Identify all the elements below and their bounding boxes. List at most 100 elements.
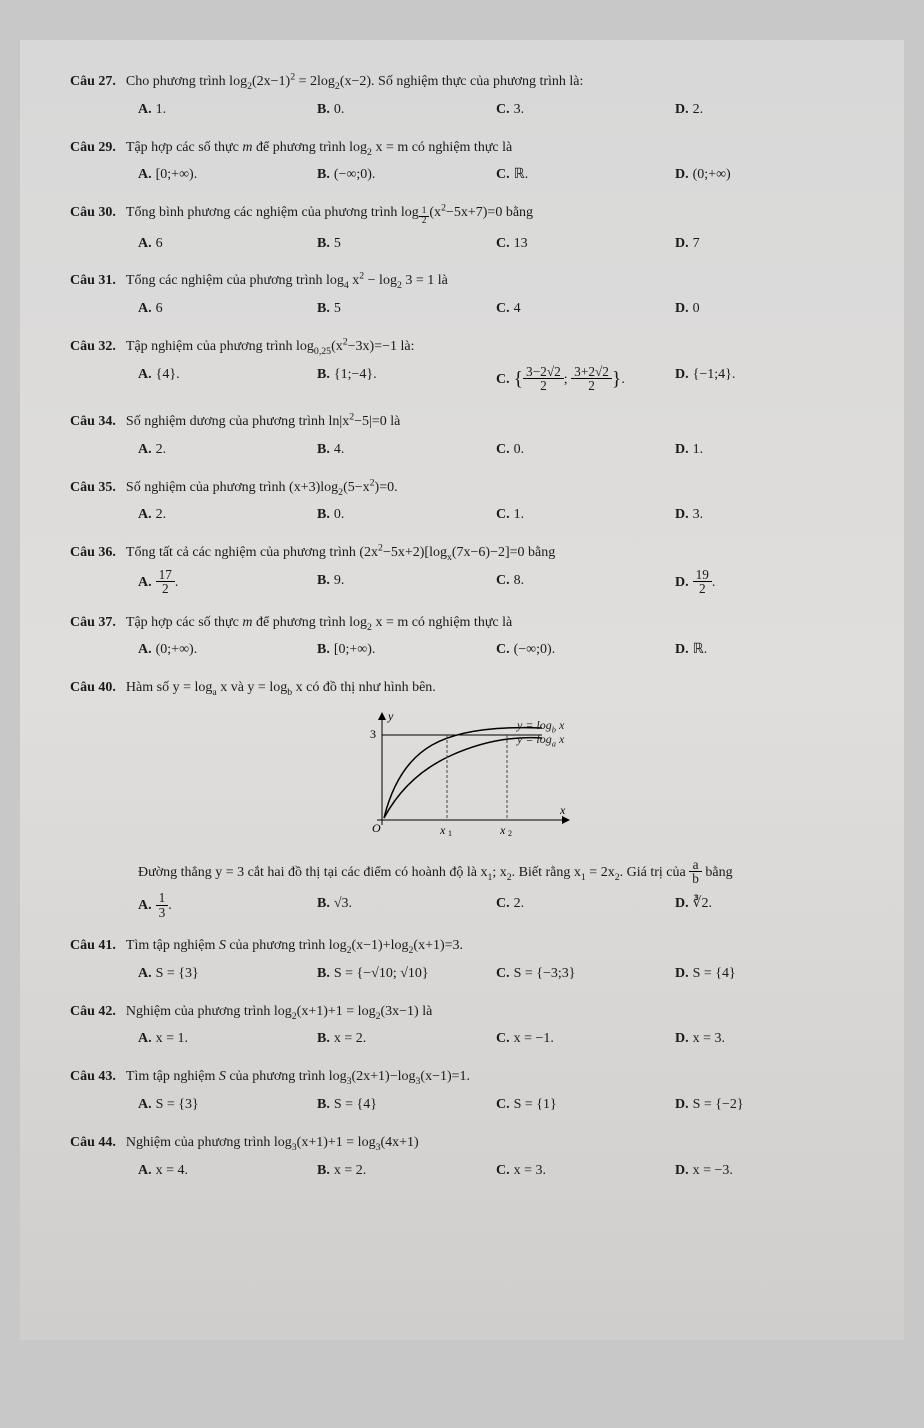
question-text: Cho phương trình log2(2x−1)2 = 2log2(x−2…	[126, 70, 854, 94]
q27: Câu 27.Cho phương trình log2(2x−1)2 = 2l…	[70, 70, 854, 122]
choice-label: C.	[496, 102, 510, 117]
q32: Câu 32.Tập nghiệm của phương trình log0,…	[70, 335, 854, 396]
choice-text: [0;+∞).	[156, 167, 198, 182]
choice-text: 192.	[693, 575, 716, 590]
choice-text: 8.	[514, 573, 525, 588]
choice-label: D.	[675, 1163, 689, 1178]
choice-text: 172.	[156, 575, 179, 590]
question-text: Tìm tập nghiệm S của phương trình log3(2…	[126, 1065, 854, 1089]
choice-d: D.S = {4}	[675, 962, 854, 986]
question-text: Tổng bình phương các nghiệm của phương t…	[126, 201, 854, 227]
choice-text: (0;+∞)	[693, 167, 731, 182]
svg-text:O: O	[372, 821, 381, 835]
choice-text: [0;+∞).	[334, 642, 376, 657]
q35: Câu 35.Số nghiệm của phương trình (x+3)l…	[70, 476, 854, 528]
choice-a: A.2.	[138, 503, 317, 527]
choice-text: 0.	[334, 507, 345, 522]
curve-labels: y = logb xy = loga x	[517, 718, 564, 747]
choice-label: B.	[317, 442, 330, 457]
svg-text:2: 2	[508, 829, 512, 838]
choice-c: C. 3.	[496, 98, 675, 122]
choice-text: 5	[334, 236, 341, 251]
choice-label: C.	[496, 1163, 510, 1178]
choice-b: B.0.	[317, 98, 496, 122]
question-text: Tổng tất cả các nghiệm của phương trình …	[126, 541, 854, 565]
choice-text: x = 1.	[156, 1031, 188, 1046]
question-label: Câu 34.	[70, 410, 116, 434]
question-text: Hàm số y = loga x và y = logb x có đồ th…	[126, 676, 854, 700]
choices-row: A.2.B.0.C.1.D.3.	[138, 503, 854, 527]
choice-label: A.	[138, 1031, 152, 1046]
choice-text: ℝ.	[514, 167, 529, 182]
question-label: Câu 44.	[70, 1131, 116, 1155]
svg-text:1: 1	[448, 829, 452, 838]
choice-label: A.	[138, 102, 152, 117]
question-head: Câu 37.Tập hợp các số thực m để phương t…	[70, 611, 854, 635]
choice-text: {3−2√22; 3+2√22}.	[514, 372, 625, 387]
choice-text: {−1;4}.	[693, 367, 736, 382]
question-subtext: Đường thẳng y = 3 cắt hai đồ thị tại các…	[138, 859, 854, 887]
question-text: Nghiệm của phương trình log2(x+1)+1 = lo…	[126, 1000, 854, 1024]
question-label: Câu 40.	[70, 676, 116, 700]
choice-label: B.	[317, 1163, 330, 1178]
choice-text: S = {3}	[156, 1097, 199, 1112]
choice-text: (−∞;0).	[334, 167, 376, 182]
choice-label: A.	[138, 898, 152, 913]
choice-text: x = 2.	[334, 1031, 366, 1046]
choice-b: B.S = {4}	[317, 1093, 496, 1117]
question-label: Câu 41.	[70, 934, 116, 958]
choice-d: D.ℝ.	[675, 638, 854, 662]
choice-text: 3.	[514, 102, 525, 117]
choice-text: 2.	[693, 102, 704, 117]
choice-b: B.9.	[317, 569, 496, 597]
choices-row: A.13.B.√3.C.2.D.∛2.	[138, 892, 854, 920]
choice-a: A.{4}.	[138, 363, 317, 396]
choice-text: 1.	[156, 102, 167, 117]
choice-label: D.	[675, 167, 689, 182]
choice-text: 6	[156, 301, 163, 316]
choices-row: A.x = 4.B.x = 2.C.x = 3.D.x = −3.	[138, 1159, 854, 1183]
choice-text: 2.	[156, 442, 167, 457]
choice-d: D.x = −3.	[675, 1159, 854, 1183]
choices-row: A.S = {3}B.S = {4}C.S = {1}D.S = {−2}	[138, 1093, 854, 1117]
choice-label: C.	[496, 507, 510, 522]
question-head: Câu 30.Tổng bình phương các nghiệm của p…	[70, 201, 854, 227]
choice-label: C.	[496, 896, 510, 911]
choice-text: ∛2.	[693, 896, 712, 911]
choice-label: D.	[675, 367, 689, 382]
choice-text: S = {−√10; √10}	[334, 966, 429, 981]
choice-a: A.6	[138, 297, 317, 321]
choices-row: A.[0;+∞).B.(−∞;0).C.ℝ.D.(0;+∞)	[138, 163, 854, 187]
choice-label: B.	[317, 301, 330, 316]
choice-text: 4	[514, 301, 521, 316]
choice-label: C.	[496, 966, 510, 981]
question-head: Câu 44.Nghiệm của phương trình log3(x+1)…	[70, 1131, 854, 1155]
choice-text: (0;+∞).	[156, 642, 198, 657]
question-label: Câu 35.	[70, 476, 116, 500]
choice-label: C.	[496, 1031, 510, 1046]
choice-a: A.6	[138, 232, 317, 256]
choice-text: S = {3}	[156, 966, 199, 981]
choice-b: B.x = 2.	[317, 1159, 496, 1183]
choice-label: B.	[317, 1097, 330, 1112]
q40: Câu 40. Hàm số y = loga x và y = logb x c…	[70, 676, 854, 920]
choices-row: A.6B.5C.13D.7	[138, 232, 854, 256]
choice-d: D.2.	[675, 98, 854, 122]
choice-label: C.	[496, 442, 510, 457]
question-label: Câu 43.	[70, 1065, 116, 1089]
choice-a: A.x = 4.	[138, 1159, 317, 1183]
q31: Câu 31.Tổng các nghiệm của phương trình …	[70, 269, 854, 321]
choice-label: A.	[138, 575, 152, 590]
choice-text: S = {1}	[514, 1097, 557, 1112]
question-head: Câu 35.Số nghiệm của phương trình (x+3)l…	[70, 476, 854, 500]
choice-text: S = {−3;3}	[514, 966, 576, 981]
choice-b: B.(−∞;0).	[317, 163, 496, 187]
choice-d: D.3.	[675, 503, 854, 527]
q41: Câu 41.Tìm tập nghiệm S của phương trình…	[70, 934, 854, 986]
choice-a: A. 172.	[138, 569, 317, 597]
choice-label: B.	[317, 966, 330, 981]
choice-text: 13.	[156, 898, 172, 913]
choice-c: C.{3−2√22; 3+2√22}.	[496, 363, 675, 396]
choice-label: B.	[317, 102, 330, 117]
choice-label: A.	[138, 167, 152, 182]
